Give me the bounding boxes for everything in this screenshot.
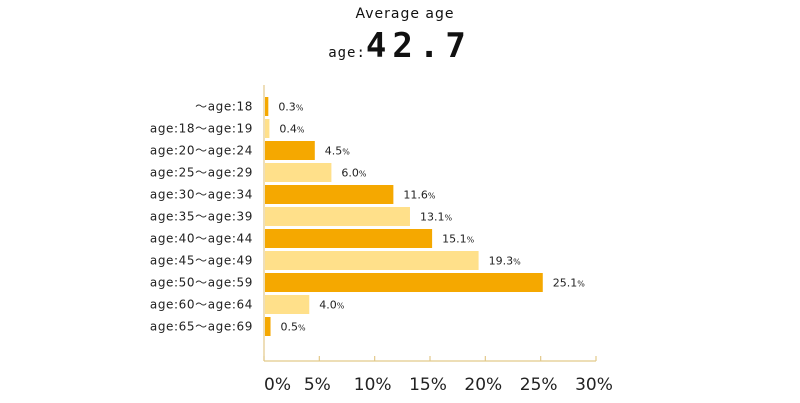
category-label: age:20～age:24 (150, 144, 253, 158)
bar-6 (265, 207, 410, 226)
category-label: age:60～age:64 (150, 298, 253, 312)
value-number: 11.6 (403, 189, 428, 202)
value-percent-sign: % (296, 104, 304, 113)
value-percent-sign: % (342, 148, 350, 157)
value-label: 19.3% (489, 255, 522, 268)
bar-1 (265, 97, 269, 116)
value-label: 4.5% (325, 145, 351, 158)
value-percent-sign: % (513, 258, 521, 267)
x-tick-label: 10% (354, 375, 392, 395)
value-number: 13.1 (420, 211, 445, 224)
x-tick-label: 0% (264, 375, 291, 395)
average-age-unit: age: (328, 45, 366, 61)
bar-5 (265, 185, 394, 204)
bar-3 (265, 141, 315, 160)
x-tick-label: 15% (409, 375, 447, 395)
bar-2 (265, 119, 270, 138)
value-percent-sign: % (577, 280, 585, 289)
value-percent-sign: % (298, 324, 306, 333)
bar-8 (265, 251, 479, 270)
chart-title: Average age (355, 6, 455, 22)
bar-9 (265, 273, 543, 292)
category-label: age:50～age:59 (150, 276, 253, 290)
category-label: age:45～age:49 (150, 254, 253, 268)
value-number: 4.0 (319, 299, 337, 312)
value-label: 6.0% (341, 167, 367, 180)
bar-10 (265, 295, 310, 314)
category-label: age:40～age:44 (150, 232, 253, 246)
value-number: 25.1 (553, 277, 578, 290)
value-percent-sign: % (337, 302, 345, 311)
category-label: age:18～age:19 (150, 122, 253, 136)
x-tick-label: 5% (304, 375, 331, 395)
average-age-value: 42.7 (365, 26, 472, 66)
average-age-readout: age:42.7 (0, 26, 800, 66)
value-percent-sign: % (359, 170, 367, 179)
value-percent-sign: % (444, 214, 452, 223)
bar-11 (265, 317, 271, 336)
value-percent-sign: % (467, 236, 475, 245)
value-label: 11.6% (403, 189, 436, 202)
value-label: 0.5% (281, 321, 307, 334)
value-label: 15.1% (442, 233, 475, 246)
value-number: 6.0 (341, 167, 359, 180)
category-label: ～age:18 (195, 100, 253, 114)
value-number: 0.5 (281, 321, 299, 334)
bar-7 (265, 229, 433, 248)
x-tick-label: 25% (520, 375, 558, 395)
value-number: 0.4 (279, 123, 297, 136)
category-label: age:25～age:29 (150, 166, 253, 180)
value-label: 0.3% (278, 101, 304, 114)
value-number: 15.1 (442, 233, 467, 246)
value-label: 4.0% (319, 299, 345, 312)
category-label: age:35～age:39 (150, 210, 253, 224)
value-number: 0.3 (278, 101, 296, 114)
value-label: 25.1% (553, 277, 586, 290)
bar-4 (265, 163, 332, 182)
value-label: 0.4% (279, 123, 305, 136)
x-tick-label: 30% (575, 375, 613, 395)
x-tick-label: 20% (464, 375, 502, 395)
value-percent-sign: % (428, 192, 436, 201)
value-label: 13.1% (420, 211, 453, 224)
value-number: 4.5 (325, 145, 343, 158)
category-label: age:30～age:34 (150, 188, 253, 202)
category-label: age:65～age:69 (150, 320, 253, 334)
value-percent-sign: % (297, 126, 305, 135)
value-number: 19.3 (489, 255, 514, 268)
